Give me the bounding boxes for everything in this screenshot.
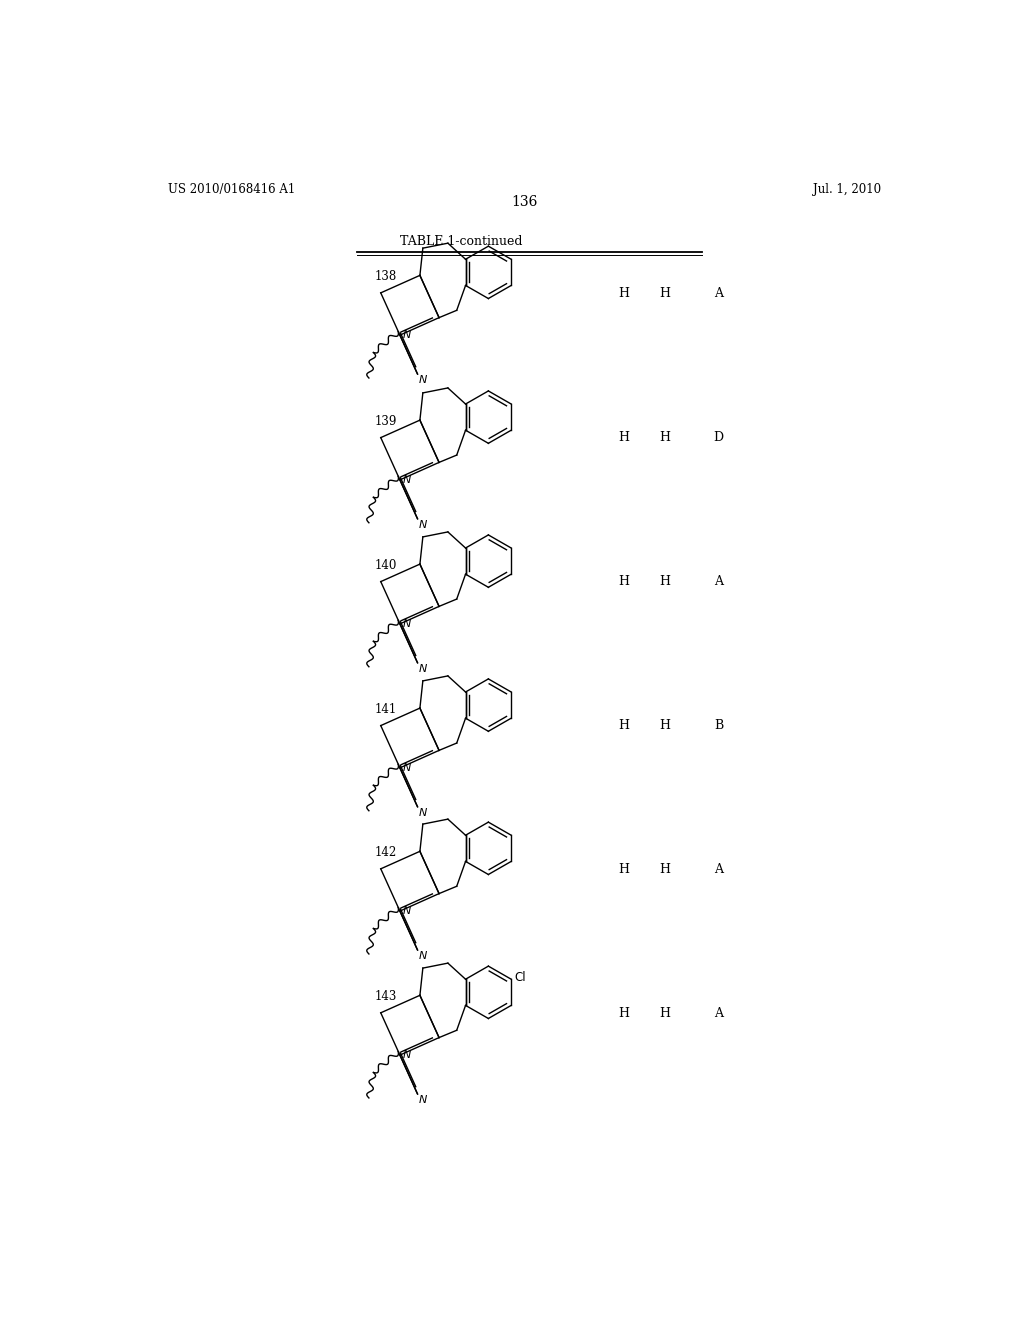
Text: N: N: [419, 664, 427, 673]
Text: A: A: [714, 576, 723, 589]
Text: H: H: [658, 862, 670, 875]
Text: H: H: [618, 286, 630, 300]
Text: H: H: [658, 576, 670, 589]
Text: 143: 143: [375, 990, 397, 1003]
Text: 142: 142: [375, 846, 396, 859]
Text: H: H: [618, 862, 630, 875]
Text: 141: 141: [375, 702, 396, 715]
Text: H: H: [618, 1007, 630, 1019]
Text: A: A: [714, 286, 723, 300]
Text: N: N: [419, 375, 427, 385]
Text: N: N: [402, 330, 411, 341]
Text: H: H: [618, 576, 630, 589]
Text: Cl: Cl: [514, 972, 526, 985]
Text: B: B: [714, 719, 723, 733]
Text: 139: 139: [375, 414, 397, 428]
Text: N: N: [419, 950, 427, 961]
Text: A: A: [714, 1007, 723, 1019]
Text: TABLE 1-continued: TABLE 1-continued: [400, 235, 522, 248]
Text: 136: 136: [512, 195, 538, 210]
Text: N: N: [402, 906, 411, 916]
Text: N: N: [419, 1094, 427, 1105]
Text: H: H: [658, 1007, 670, 1019]
Text: H: H: [658, 719, 670, 733]
Text: N: N: [402, 763, 411, 774]
Text: N: N: [402, 1051, 411, 1060]
Text: H: H: [618, 719, 630, 733]
Text: H: H: [658, 286, 670, 300]
Text: 138: 138: [375, 271, 396, 282]
Text: US 2010/0168416 A1: US 2010/0168416 A1: [168, 183, 296, 197]
Text: N: N: [402, 475, 411, 484]
Text: N: N: [419, 520, 427, 529]
Text: H: H: [658, 432, 670, 445]
Text: Jul. 1, 2010: Jul. 1, 2010: [813, 183, 882, 197]
Text: D: D: [714, 432, 724, 445]
Text: N: N: [402, 619, 411, 628]
Text: H: H: [618, 432, 630, 445]
Text: N: N: [419, 808, 427, 817]
Text: 140: 140: [375, 558, 397, 572]
Text: A: A: [714, 862, 723, 875]
